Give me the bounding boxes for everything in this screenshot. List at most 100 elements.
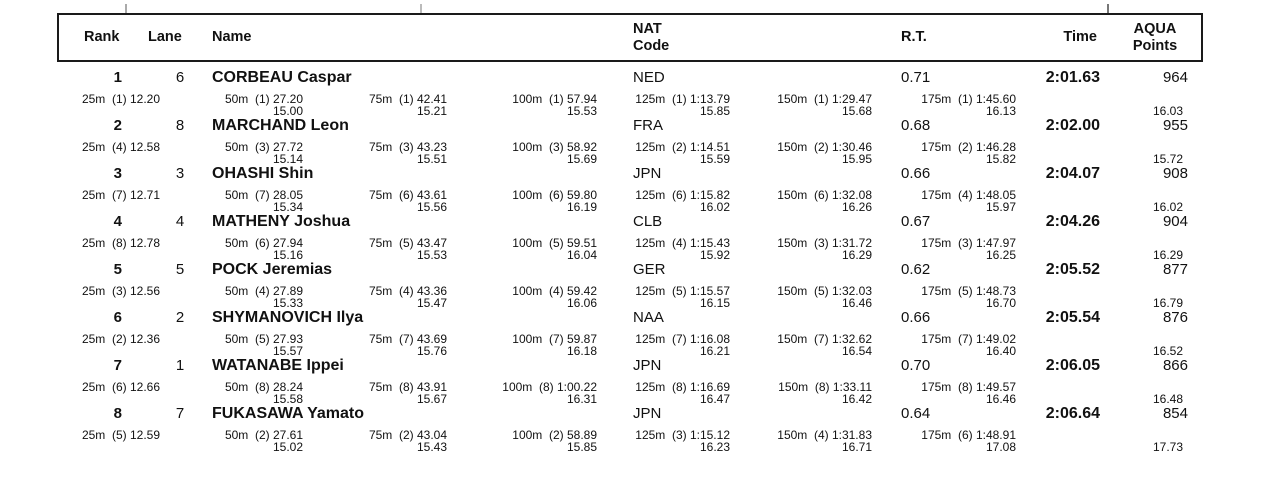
split-75m: 75m (5) 43.47 <box>368 236 447 250</box>
lap-time-final: 16.48 <box>1152 391 1183 406</box>
lap-time-150m: 16.26 <box>841 199 872 214</box>
aqua-points: 877 <box>1162 261 1188 278</box>
split-50m: 50m (3) 27.72 <box>224 140 303 154</box>
lap-time-150m: 16.29 <box>841 247 872 262</box>
split-100m: 100m (2) 58.89 <box>512 428 597 442</box>
aqua-points: 955 <box>1162 117 1188 134</box>
result-row: 5 5 POCK Jeremias GER 0.62 2:05.52 877 2… <box>0 256 1264 309</box>
split-25m: 25m (6) 12.66 <box>81 380 160 394</box>
reaction-time: 0.71 <box>901 69 931 86</box>
column-header-aqua-points: AQUA Points <box>1132 20 1178 54</box>
column-header-reaction-time: R.T. <box>901 29 927 45</box>
lap-time-50m: 15.00 <box>272 103 303 118</box>
split-25m: 25m (1) 12.20 <box>81 92 160 106</box>
lap-time-100m: 15.53 <box>566 103 597 118</box>
lane-value: 7 <box>175 405 185 422</box>
split-100m: 100m (4) 59.42 <box>512 284 597 298</box>
split-125m: 125m (5) 1:15.57 <box>635 284 730 298</box>
lap-time-final: 16.79 <box>1152 295 1183 310</box>
lap-time-50m: 15.14 <box>272 151 303 166</box>
lap-time-125m: 15.85 <box>699 103 730 118</box>
lap-time-125m: 16.02 <box>699 199 730 214</box>
split-125m: 125m (1) 1:13.79 <box>635 92 730 106</box>
result-row: 6 2 SHYMANOVICH Ilya NAA 0.66 2:05.54 87… <box>0 304 1264 357</box>
final-time: 2:02.00 <box>1045 117 1100 134</box>
split-50m: 50m (8) 28.24 <box>224 380 303 394</box>
aqua-points: 854 <box>1162 405 1188 422</box>
result-row: 8 7 FUKASAWA Yamato JPN 0.64 2:06.64 854… <box>0 400 1264 453</box>
aqua-points: 904 <box>1162 213 1188 230</box>
split-175m: 175m (3) 1:47.97 <box>921 236 1016 250</box>
result-row: 7 1 WATANABE Ippei JPN 0.70 2:06.05 866 … <box>0 352 1264 405</box>
split-75m: 75m (4) 43.36 <box>368 284 447 298</box>
final-time: 2:05.54 <box>1045 309 1100 326</box>
lap-time-150m: 15.95 <box>841 151 872 166</box>
aqua-points: 876 <box>1162 309 1188 326</box>
split-100m: 100m (3) 58.92 <box>512 140 597 154</box>
rank-value: 2 <box>113 117 122 134</box>
lap-time-75m: 15.43 <box>416 439 447 454</box>
rank-value: 8 <box>113 405 122 422</box>
lane-value: 6 <box>175 69 185 86</box>
lap-time-125m: 16.47 <box>699 391 730 406</box>
split-150m: 150m (6) 1:32.08 <box>777 188 872 202</box>
lap-time-50m: 15.58 <box>272 391 303 406</box>
lap-time-125m: 15.59 <box>699 151 730 166</box>
split-100m: 100m (8) 1:00.22 <box>502 380 597 394</box>
lap-time-final: 16.03 <box>1152 103 1183 118</box>
lane-value: 1 <box>175 357 185 374</box>
split-125m: 125m (3) 1:15.12 <box>635 428 730 442</box>
lap-time-125m: 16.23 <box>699 439 730 454</box>
lap-time-50m: 15.57 <box>272 343 303 358</box>
result-row: 4 4 MATHENY Joshua CLB 0.67 2:04.26 904 … <box>0 208 1264 261</box>
swimmer-name: POCK Jeremias <box>212 261 333 278</box>
lap-time-175m: 15.97 <box>985 199 1016 214</box>
swimmer-name: MARCHAND Leon <box>212 117 349 134</box>
nat-code: FRA <box>633 117 663 134</box>
lap-time-175m: 16.40 <box>985 343 1016 358</box>
lane-value: 3 <box>175 165 185 182</box>
lap-time-100m: 16.18 <box>566 343 597 358</box>
final-time: 2:01.63 <box>1045 69 1100 86</box>
swimmer-name: OHASHI Shin <box>212 165 314 182</box>
swimmer-name: CORBEAU Caspar <box>212 69 352 86</box>
lap-time-100m: 16.04 <box>566 247 597 262</box>
result-row: 3 3 OHASHI Shin JPN 0.66 2:04.07 908 25m… <box>0 160 1264 213</box>
reaction-time: 0.70 <box>901 357 931 374</box>
lap-time-75m: 15.56 <box>416 199 447 214</box>
split-150m: 150m (7) 1:32.62 <box>777 332 872 346</box>
reaction-time: 0.64 <box>901 405 931 422</box>
aqua-points: 866 <box>1162 357 1188 374</box>
split-75m: 75m (2) 43.04 <box>368 428 447 442</box>
final-time: 2:04.07 <box>1045 165 1100 182</box>
split-175m: 175m (6) 1:48.91 <box>921 428 1016 442</box>
lap-time-150m: 16.54 <box>841 343 872 358</box>
swimmer-name: MATHENY Joshua <box>212 213 351 230</box>
lap-time-125m: 15.92 <box>699 247 730 262</box>
table-header: Rank Lane Name NAT Code R.T. Time AQUA P… <box>57 13 1203 62</box>
reaction-time: 0.67 <box>901 213 931 230</box>
rank-value: 6 <box>113 309 122 326</box>
split-25m: 25m (8) 12.78 <box>81 236 160 250</box>
split-25m: 25m (5) 12.59 <box>81 428 160 442</box>
split-125m: 125m (2) 1:14.51 <box>635 140 730 154</box>
swimmer-name: WATANABE Ippei <box>212 357 344 374</box>
lap-time-50m: 15.34 <box>272 199 303 214</box>
split-75m: 75m (6) 43.61 <box>368 188 447 202</box>
aqua-points: 908 <box>1162 165 1188 182</box>
lap-time-75m: 15.51 <box>416 151 447 166</box>
aqua-points: 964 <box>1162 69 1188 86</box>
split-50m: 50m (7) 28.05 <box>224 188 303 202</box>
lap-time-50m: 15.16 <box>272 247 303 262</box>
lap-time-125m: 16.15 <box>699 295 730 310</box>
nat-code: NAA <box>633 309 664 326</box>
nat-code: JPN <box>633 165 662 182</box>
split-50m: 50m (1) 27.20 <box>224 92 303 106</box>
lap-time-100m: 15.69 <box>566 151 597 166</box>
lap-time-175m: 17.08 <box>985 439 1016 454</box>
rank-value: 7 <box>113 357 122 374</box>
lap-time-75m: 15.47 <box>416 295 447 310</box>
split-175m: 175m (7) 1:49.02 <box>921 332 1016 346</box>
split-175m: 175m (4) 1:48.05 <box>921 188 1016 202</box>
